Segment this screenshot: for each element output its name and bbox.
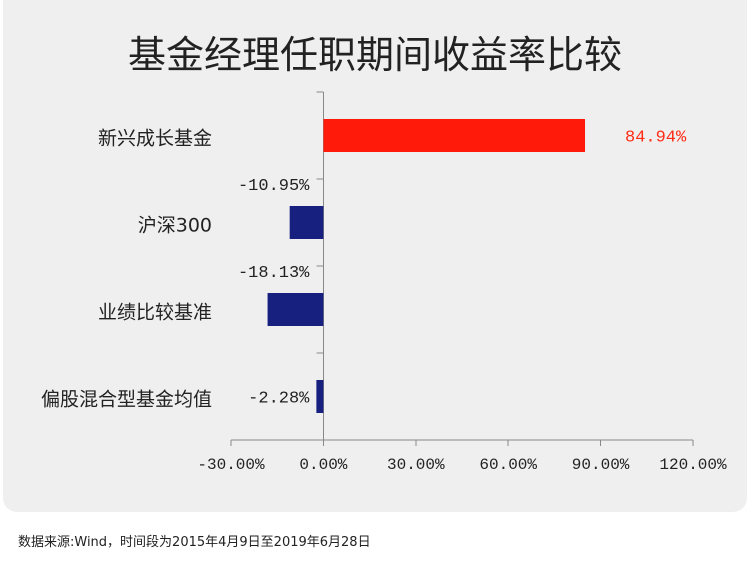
bar-2: [289, 206, 324, 239]
data-label-3: -18.13%: [238, 264, 310, 283]
category-label-1: 新兴成长基金: [98, 128, 212, 150]
data-label-2: -10.95%: [238, 177, 310, 196]
category-label-3: 业绩比较基准: [98, 302, 212, 324]
bar-3: [267, 293, 324, 326]
bar-chart: -30.00% 0.00% 30.00% 60.00% 90.00% 120.00% 新兴成…: [41, 91, 727, 474]
x-tick-label-6: 120.00%: [659, 456, 727, 474]
chart-title: 基金经理任职期间收益率比较: [127, 33, 622, 77]
x-tick-label-5: 90.00%: [572, 456, 630, 474]
x-tick-label-1: -30.00%: [197, 456, 265, 474]
x-tick-label-3: 30.00%: [387, 456, 445, 474]
data-label-4: -2.28%: [248, 390, 310, 409]
data-label-1: 84.94%: [625, 129, 687, 148]
category-label-4: 偏股混合型基金均值: [41, 389, 212, 411]
category-label-2: 沪深300: [138, 215, 212, 237]
bar-4: [316, 380, 324, 413]
x-tick-label-2: 0.00%: [299, 456, 347, 474]
bar-1: [323, 119, 586, 152]
chart-panel: [3, 0, 747, 512]
source-note: 数据来源:Wind，时间段为2015年4月9日至2019年6月28日: [18, 535, 371, 550]
x-tick-label-4: 60.00%: [479, 456, 537, 474]
